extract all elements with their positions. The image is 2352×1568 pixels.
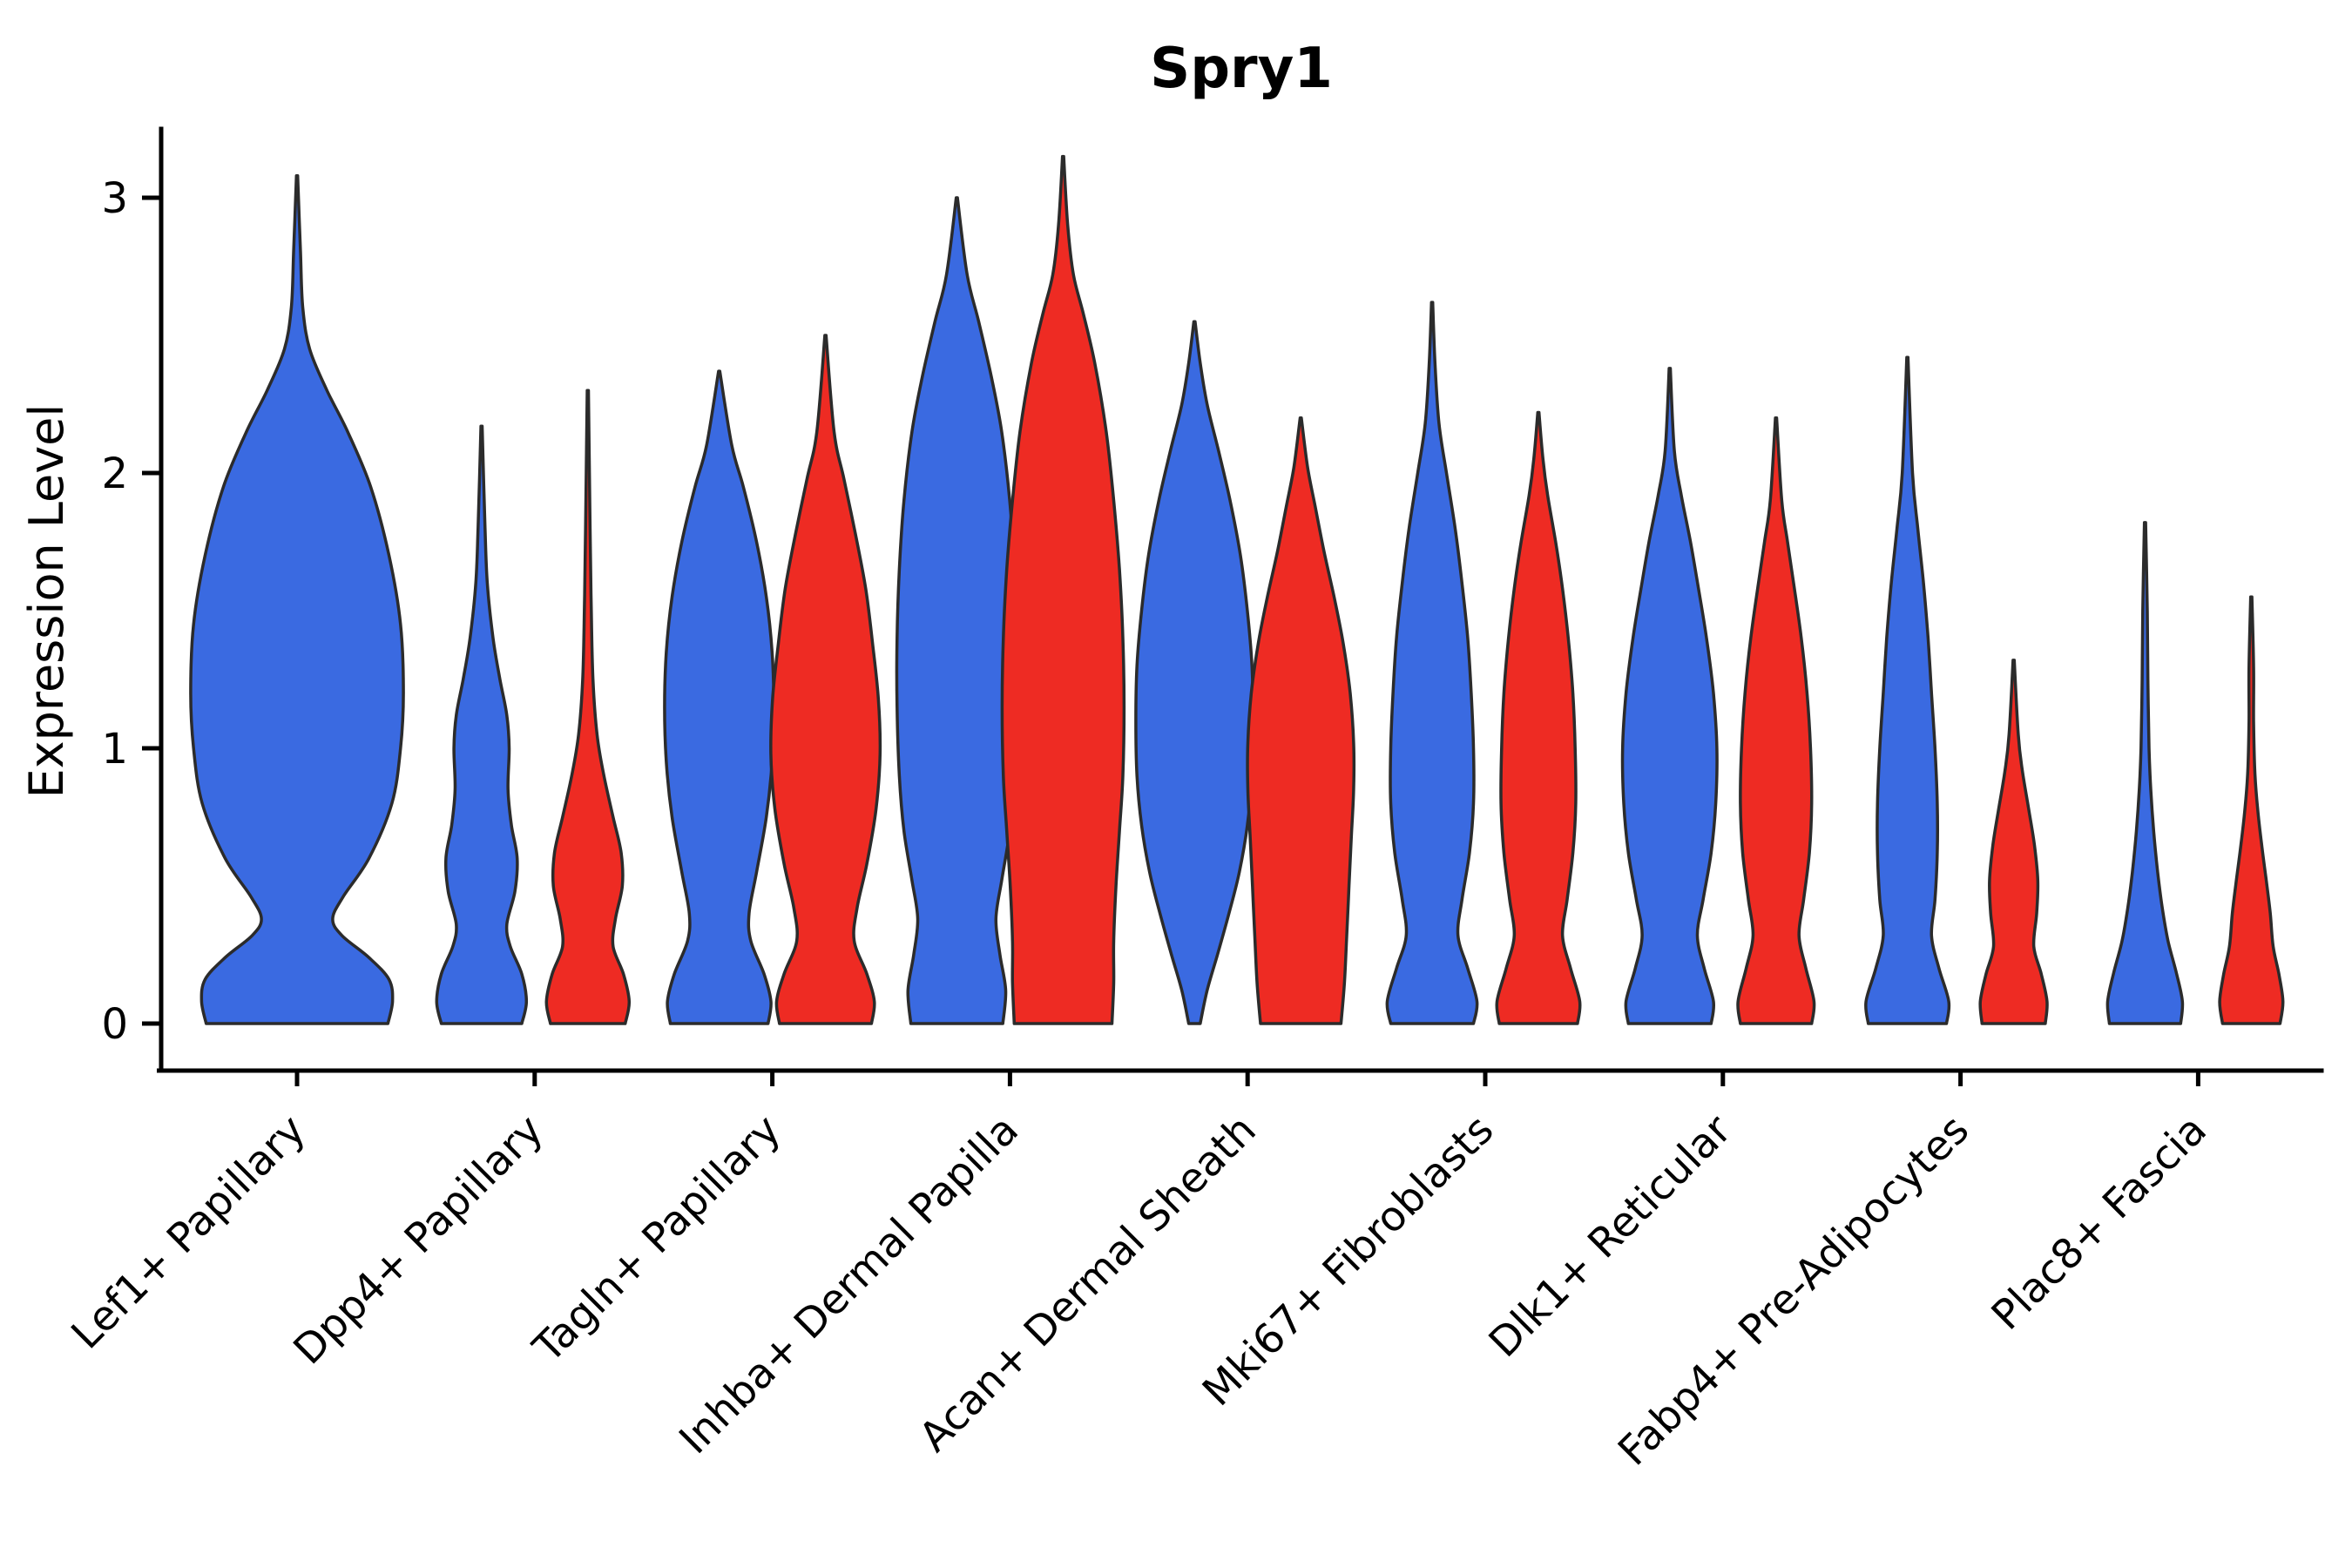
violin-red-7 [1978,659,2049,1025]
violin-blue-2 [663,369,776,1025]
y-tick-label-1: 1 [101,725,128,774]
y-tick-label-3: 3 [101,174,128,223]
violin-blue-5 [1385,301,1479,1025]
x-category-label-0: Lef1+ Papillary [63,1106,315,1359]
violin-red-1 [544,389,632,1025]
y-axis-label: Expression Level [19,404,74,799]
violin-blue-0 [189,173,405,1025]
violin-red-3 [1000,154,1126,1025]
violin-red-8 [2218,595,2285,1025]
y-tick-label-2: 2 [101,449,128,498]
x-category-label-2: Tagln+ Papillary [524,1106,790,1373]
chart-title: Spry1 [1150,37,1333,101]
violin-blue-4 [1134,320,1255,1025]
violin-blue-6 [1620,367,1719,1025]
violin-red-5 [1495,410,1582,1025]
y-axis: 0 1 2 3 [101,174,161,1049]
x-category-label-8: Plac8+ Fascia [1983,1106,2216,1340]
violin-blue-7 [1864,355,1951,1025]
violin-blue-3 [895,196,1019,1025]
y-tick-label-0: 0 [101,1000,128,1049]
violin-blue-8 [2105,521,2185,1025]
x-category-label-1: Dpp4+ Papillary [285,1106,553,1375]
violins-layer [189,154,2285,1025]
violin-red-4 [1246,416,1356,1025]
violin-red-2 [769,334,882,1025]
x-category-label-6: Dlk1+ Reticular [1480,1105,1741,1367]
violin-blue-1 [435,424,529,1025]
violin-red-6 [1736,416,1816,1025]
